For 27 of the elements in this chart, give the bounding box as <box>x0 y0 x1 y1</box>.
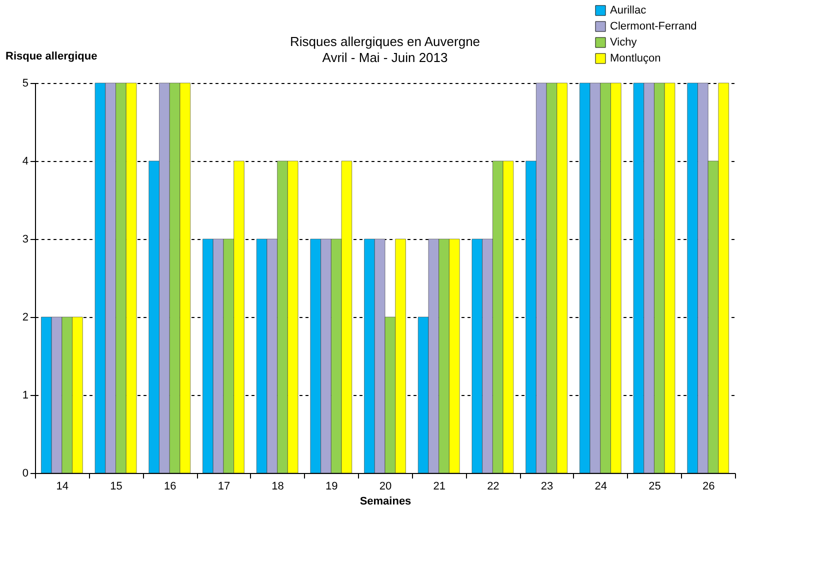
x-axis-title: Semaines <box>360 496 412 508</box>
legend-label: Montluçon <box>610 52 661 64</box>
legend-label: Vichy <box>610 36 638 48</box>
legend-label: Clermont-Ferrand <box>610 20 697 32</box>
chart-subtitle: Avril - Mai - Juin 2013 <box>322 50 448 65</box>
x-tick-label: 16 <box>164 480 176 492</box>
x-tick-label: 18 <box>272 480 284 492</box>
x-tick-label: 21 <box>433 480 446 492</box>
x-tick-label: 23 <box>540 480 554 492</box>
x-tick-label: 20 <box>379 480 392 492</box>
x-tick-label: 25 <box>648 480 661 492</box>
y-tick-label: 2 <box>22 312 28 324</box>
y-tick-label: 4 <box>22 156 28 168</box>
y-tick-label: 1 <box>22 390 28 402</box>
x-tick-label: 14 <box>56 480 69 492</box>
x-tick-label: 22 <box>487 480 500 492</box>
x-tick-label: 24 <box>594 480 608 492</box>
chart-title: Risques allergiques en Auvergne <box>290 34 480 49</box>
y-tick-label: 0 <box>22 468 28 480</box>
x-tick-label: 15 <box>110 480 122 492</box>
x-tick-label: 26 <box>702 480 715 492</box>
x-tick-label: 19 <box>326 480 338 492</box>
y-tick-label: 5 <box>22 78 28 90</box>
y-axis-title: Risque allergique <box>6 50 98 62</box>
x-tick-label: 17 <box>218 480 230 492</box>
y-tick-label: 3 <box>22 234 28 246</box>
legend-label: Aurillac <box>610 4 647 16</box>
